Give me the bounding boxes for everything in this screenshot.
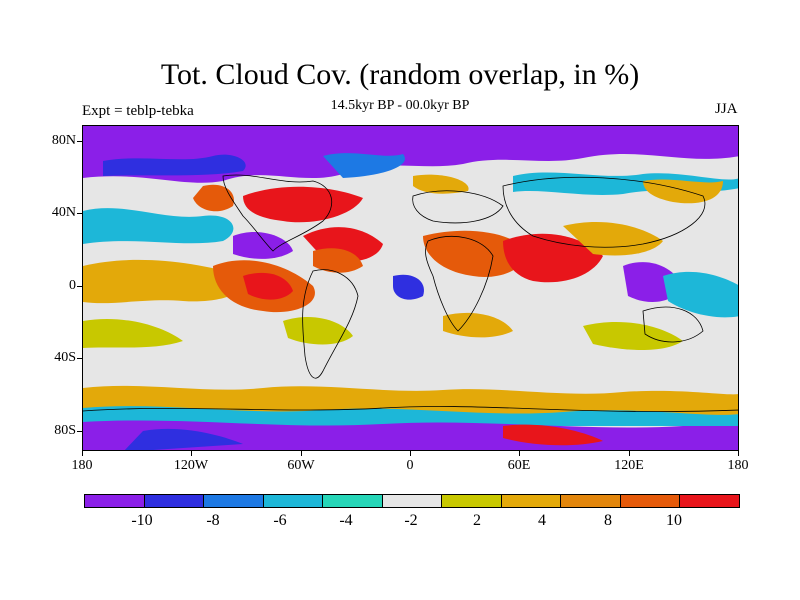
lon-tick xyxy=(82,451,83,456)
lon-tick xyxy=(410,451,411,456)
colorbar-box-7 xyxy=(501,495,562,507)
cloud-cover-map xyxy=(82,125,739,451)
colorbar-box-8 xyxy=(561,495,621,507)
colorbar-label: 4 xyxy=(538,512,546,529)
lon-tick xyxy=(629,451,630,456)
map-field-svg xyxy=(83,126,738,450)
lon-label-120w: 120W xyxy=(173,458,209,473)
lat-label-40n: 40N xyxy=(51,205,76,220)
colorbar-label: -10 xyxy=(131,512,153,529)
lon-tick xyxy=(301,451,302,456)
lon-label-180w: 180 xyxy=(71,458,93,473)
colorbar-label: 10 xyxy=(666,512,682,529)
lon-label-60e: 60E xyxy=(507,458,531,473)
lat-tick xyxy=(77,358,82,359)
lat-label-0: 0 xyxy=(69,278,76,293)
lat-tick xyxy=(77,213,82,214)
lat-tick xyxy=(77,141,82,142)
colorbar-label: 8 xyxy=(604,512,612,529)
coastlines xyxy=(83,174,738,412)
colorbar-box-2 xyxy=(204,495,264,507)
experiment-label: Expt = teblp-tebka xyxy=(82,103,194,119)
colorbar-label: -2 xyxy=(404,512,418,529)
colorbar-box-1 xyxy=(144,495,205,507)
lon-label-60w: 60W xyxy=(287,458,315,473)
colorbar-label: 2 xyxy=(473,512,481,529)
colorbar-box-4 xyxy=(323,495,383,507)
colorbar-box-6 xyxy=(442,495,502,507)
colorbar-label: -6 xyxy=(273,512,287,529)
lat-tick xyxy=(77,431,82,432)
colorbar xyxy=(84,494,740,508)
lat-tick xyxy=(77,286,82,287)
colorbar-box-5 xyxy=(382,495,443,507)
season-label: JJA xyxy=(715,101,738,117)
southern-anomaly-band xyxy=(83,385,738,450)
figure-subtitle: 14.5kyr BP - 00.0kyr BP xyxy=(330,98,470,113)
lon-tick xyxy=(738,451,739,456)
colorbar-label: -8 xyxy=(206,512,220,529)
lat-label-80n: 80N xyxy=(51,133,76,148)
lat-label-80s: 80S xyxy=(54,423,76,438)
lon-tick xyxy=(519,451,520,456)
colorbar-box-10 xyxy=(680,495,740,507)
colorbar-box-9 xyxy=(620,495,681,507)
lat-label-40s: 40S xyxy=(54,350,76,365)
figure-title: Tot. Cloud Cov. (random overlap, in %) xyxy=(160,58,640,91)
colorbar-box-3 xyxy=(263,495,324,507)
colorbar-box-0 xyxy=(85,495,145,507)
lon-tick xyxy=(191,451,192,456)
tropical-anomaly-patches xyxy=(83,208,738,350)
lon-label-180e: 180 xyxy=(727,458,749,473)
lon-label-120e: 120E xyxy=(614,458,644,473)
arctic-anomaly-band xyxy=(83,126,738,223)
colorbar-label: -4 xyxy=(339,512,353,529)
lon-label-0: 0 xyxy=(406,458,414,473)
